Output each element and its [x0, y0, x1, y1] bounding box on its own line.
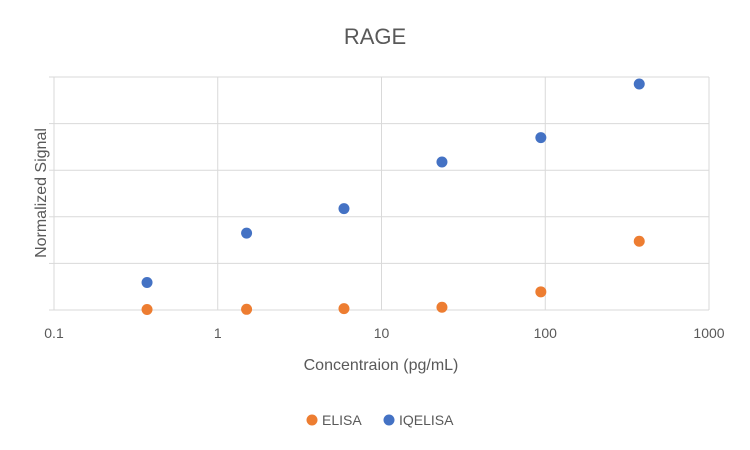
x-axis-ticks: 0.1 1 10 100 1000: [44, 325, 725, 341]
point-iqelisa: [141, 277, 153, 289]
point-elisa: [338, 303, 350, 315]
data-points: [141, 78, 645, 316]
point-iqelisa: [436, 156, 448, 168]
point-elisa: [141, 304, 153, 316]
point-elisa: [633, 235, 645, 247]
point-iqelisa: [241, 227, 253, 239]
legend-label-elisa: ELISA: [322, 412, 362, 428]
y-axis-label: Normalized Signal: [33, 128, 50, 258]
legend-marker-iqelisa: [383, 414, 395, 426]
point-elisa: [436, 301, 448, 313]
legend: ELISA IQELISA: [306, 412, 454, 428]
x-tick-label: 1: [214, 325, 222, 341]
point-iqelisa: [338, 203, 350, 215]
point-iqelisa: [535, 132, 547, 144]
point-elisa: [535, 286, 547, 298]
legend-marker-elisa: [306, 414, 318, 426]
point-elisa: [241, 303, 253, 315]
legend-label-iqelisa: IQELISA: [399, 412, 454, 428]
x-tick-label: 1000: [693, 325, 724, 341]
grid: [49, 76, 710, 311]
point-iqelisa: [633, 78, 645, 90]
chart-title: RAGE: [344, 24, 406, 49]
x-tick-label: 10: [374, 325, 390, 341]
x-tick-label: 0.1: [44, 325, 64, 341]
x-axis-label: Concentraion (pg/mL): [304, 357, 459, 374]
x-tick-label: 100: [534, 325, 558, 341]
